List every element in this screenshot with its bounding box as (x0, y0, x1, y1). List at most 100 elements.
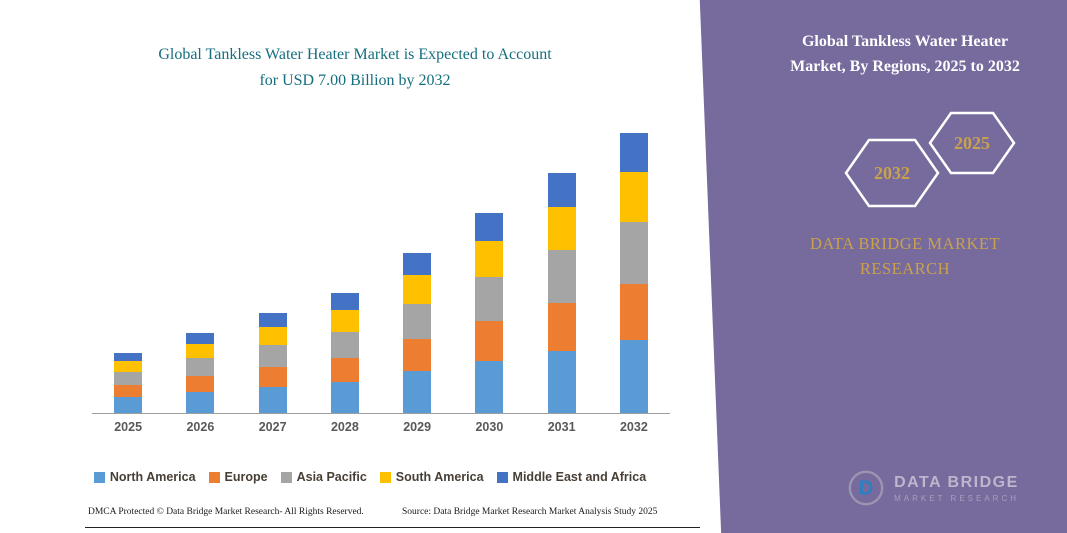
x-label-2026: 2026 (186, 420, 215, 434)
bar-2032 (598, 133, 670, 413)
hexagon-year-2032: 2032 (874, 163, 910, 183)
segment-north-america-2032 (619, 340, 648, 413)
chart-title: Global Tankless Water Heater Market is E… (55, 42, 655, 95)
segment-asia-pacific-2028 (330, 332, 359, 358)
segment-asia-pacific-2030 (475, 277, 504, 321)
legend-label-europe: Europe (224, 470, 268, 484)
segment-asia-pacific-2026 (186, 358, 215, 376)
legend-swatch-europe (208, 471, 220, 483)
segment-north-america-2030 (475, 361, 504, 413)
x-label-2030: 2030 (475, 420, 504, 434)
segment-europe-2030 (475, 321, 504, 361)
x-label-2027: 2027 (258, 420, 287, 434)
legend-swatch-south-america (379, 471, 391, 483)
segment-south-america-2029 (403, 275, 432, 304)
segment-asia-pacific-2032 (619, 222, 648, 284)
legend-swatch-north-america (93, 471, 105, 483)
panel-title-line2: Market, By Regions, 2025 to 2032 (790, 57, 1020, 75)
bar-stack-2025 (114, 353, 143, 413)
bar-stack-2030 (475, 213, 504, 413)
bar-stack-2032 (619, 133, 648, 413)
legend-item-middle-east-and-africa: Middle East and Africa (496, 470, 647, 484)
bars-row (92, 123, 670, 414)
segment-europe-2026 (186, 376, 215, 392)
bar-stack-2029 (403, 253, 432, 413)
panel-title-line1: Global Tankless Water Heater (801, 33, 1009, 50)
bar-2030 (453, 213, 525, 413)
purple-panel: Global Tankless Water Heater Market, By … (699, 0, 1067, 533)
dmca-text: DMCA Protected © Data Bridge Market Rese… (88, 507, 364, 517)
segment-asia-pacific-2025 (114, 372, 143, 385)
segment-middle-east-and-africa-2026 (186, 333, 215, 344)
segment-south-america-2027 (258, 327, 287, 345)
segment-south-america-2026 (186, 344, 215, 358)
x-label-2031: 2031 (547, 420, 576, 434)
chart-panel: Global Tankless Water Heater Market is E… (55, 42, 700, 528)
legend-item-asia-pacific: Asia Pacific (280, 470, 367, 484)
segment-south-america-2025 (114, 361, 143, 372)
legend-item-south-america: South America (379, 470, 484, 484)
source-text: Source: Data Bridge Market Research Mark… (402, 507, 658, 517)
x-label-2032: 2032 (619, 420, 648, 434)
segment-asia-pacific-2027 (258, 345, 287, 367)
bar-stack-2026 (186, 333, 215, 413)
x-labels-row: 2025 2026 2027 2028 2029 2030 2031 2032 (92, 420, 670, 434)
segment-europe-2031 (547, 303, 576, 351)
segment-south-america-2032 (619, 172, 648, 222)
chart-title-line1: Global Tankless Water Heater Market is E… (158, 46, 552, 63)
segment-middle-east-and-africa-2032 (619, 133, 648, 172)
segment-europe-2032 (619, 284, 648, 340)
segment-asia-pacific-2031 (547, 250, 576, 303)
bar-stack-2031 (547, 173, 576, 413)
svg-text:D: D (859, 478, 873, 500)
legend-swatch-asia-pacific (280, 471, 292, 483)
legend-label-south-america: South America (395, 470, 484, 484)
dbmr-logo: D DATA BRIDGE MARKET RESEARCH (847, 469, 1019, 507)
x-label-2029: 2029 (403, 420, 432, 434)
dbmr-logo-mark-icon: D (848, 470, 884, 506)
segment-middle-east-and-africa-2031 (547, 173, 576, 207)
brand-line1: DATA BRIDGE MARKET (809, 234, 1001, 253)
bar-2026 (164, 333, 236, 413)
bar-stack-2028 (330, 293, 359, 413)
segment-north-america-2027 (258, 387, 287, 413)
brand-line2: RESEARCH (859, 258, 951, 278)
bar-2027 (237, 313, 309, 413)
legend: North America Europe Asia Pacific South Ame… (60, 470, 680, 484)
segment-asia-pacific-2029 (403, 304, 432, 339)
segment-middle-east-and-africa-2030 (475, 213, 504, 241)
bar-stack-2027 (258, 313, 287, 413)
chart-title-line2: for USD 7.00 Billion by 2032 (259, 72, 451, 90)
segment-south-america-2028 (330, 310, 359, 332)
legend-label-middle-east-and-africa: Middle East and Africa (512, 470, 647, 484)
hexagon-badges: 2032 2025 (844, 111, 1016, 208)
x-label-2028: 2028 (330, 420, 359, 434)
segment-middle-east-and-africa-2029 (403, 253, 432, 275)
logo-wordmark: DATA BRIDGE (894, 473, 1019, 491)
bottom-rule (85, 527, 700, 528)
legend-item-north-america: North America (93, 470, 196, 484)
segment-middle-east-and-africa-2025 (114, 353, 143, 361)
legend-label-north-america: North America (109, 470, 196, 484)
segment-north-america-2031 (547, 351, 576, 413)
bar-2025 (92, 353, 164, 413)
panel-title: Global Tankless Water Heater Market, By … (740, 30, 1067, 80)
segment-europe-2027 (258, 367, 287, 387)
legend-swatch-middle-east-and-africa (496, 471, 508, 483)
segment-europe-2025 (114, 385, 143, 397)
segment-europe-2028 (330, 358, 359, 382)
legend-label-asia-pacific: Asia Pacific (296, 470, 367, 484)
segment-europe-2029 (403, 339, 432, 371)
hexagon-2025 (928, 111, 1016, 175)
x-label-2025: 2025 (114, 420, 143, 434)
logo-subtext: MARKET RESEARCH (894, 493, 1019, 503)
hexagon-2032 (844, 138, 940, 208)
segment-north-america-2026 (186, 392, 215, 413)
segment-north-america-2028 (330, 382, 359, 413)
segment-south-america-2031 (547, 207, 576, 250)
bar-2028 (309, 293, 381, 413)
segment-north-america-2025 (114, 397, 143, 413)
segment-middle-east-and-africa-2028 (330, 293, 359, 310)
segment-middle-east-and-africa-2027 (258, 313, 287, 327)
